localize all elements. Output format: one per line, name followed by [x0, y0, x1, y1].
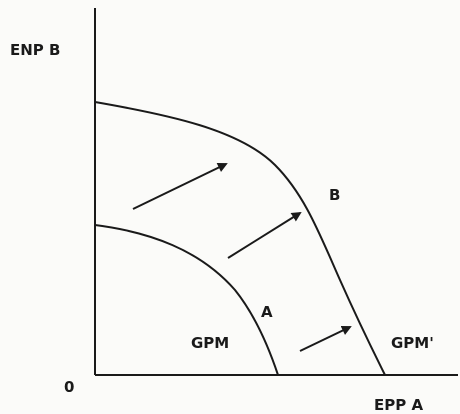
arrow [132, 162, 228, 210]
curve-label: GPM' [391, 334, 434, 352]
arrow [227, 211, 302, 259]
x-axis-label: EPP A [374, 396, 423, 414]
curve-label: GPM [191, 334, 229, 352]
arrow [299, 325, 352, 352]
origin-label: 0 [64, 378, 74, 396]
point-label: B [329, 186, 340, 204]
y-axis-label: ENP B [10, 41, 60, 59]
curve-inner [94, 224, 279, 376]
curve-outer [94, 101, 386, 376]
point-label: A [261, 303, 273, 321]
